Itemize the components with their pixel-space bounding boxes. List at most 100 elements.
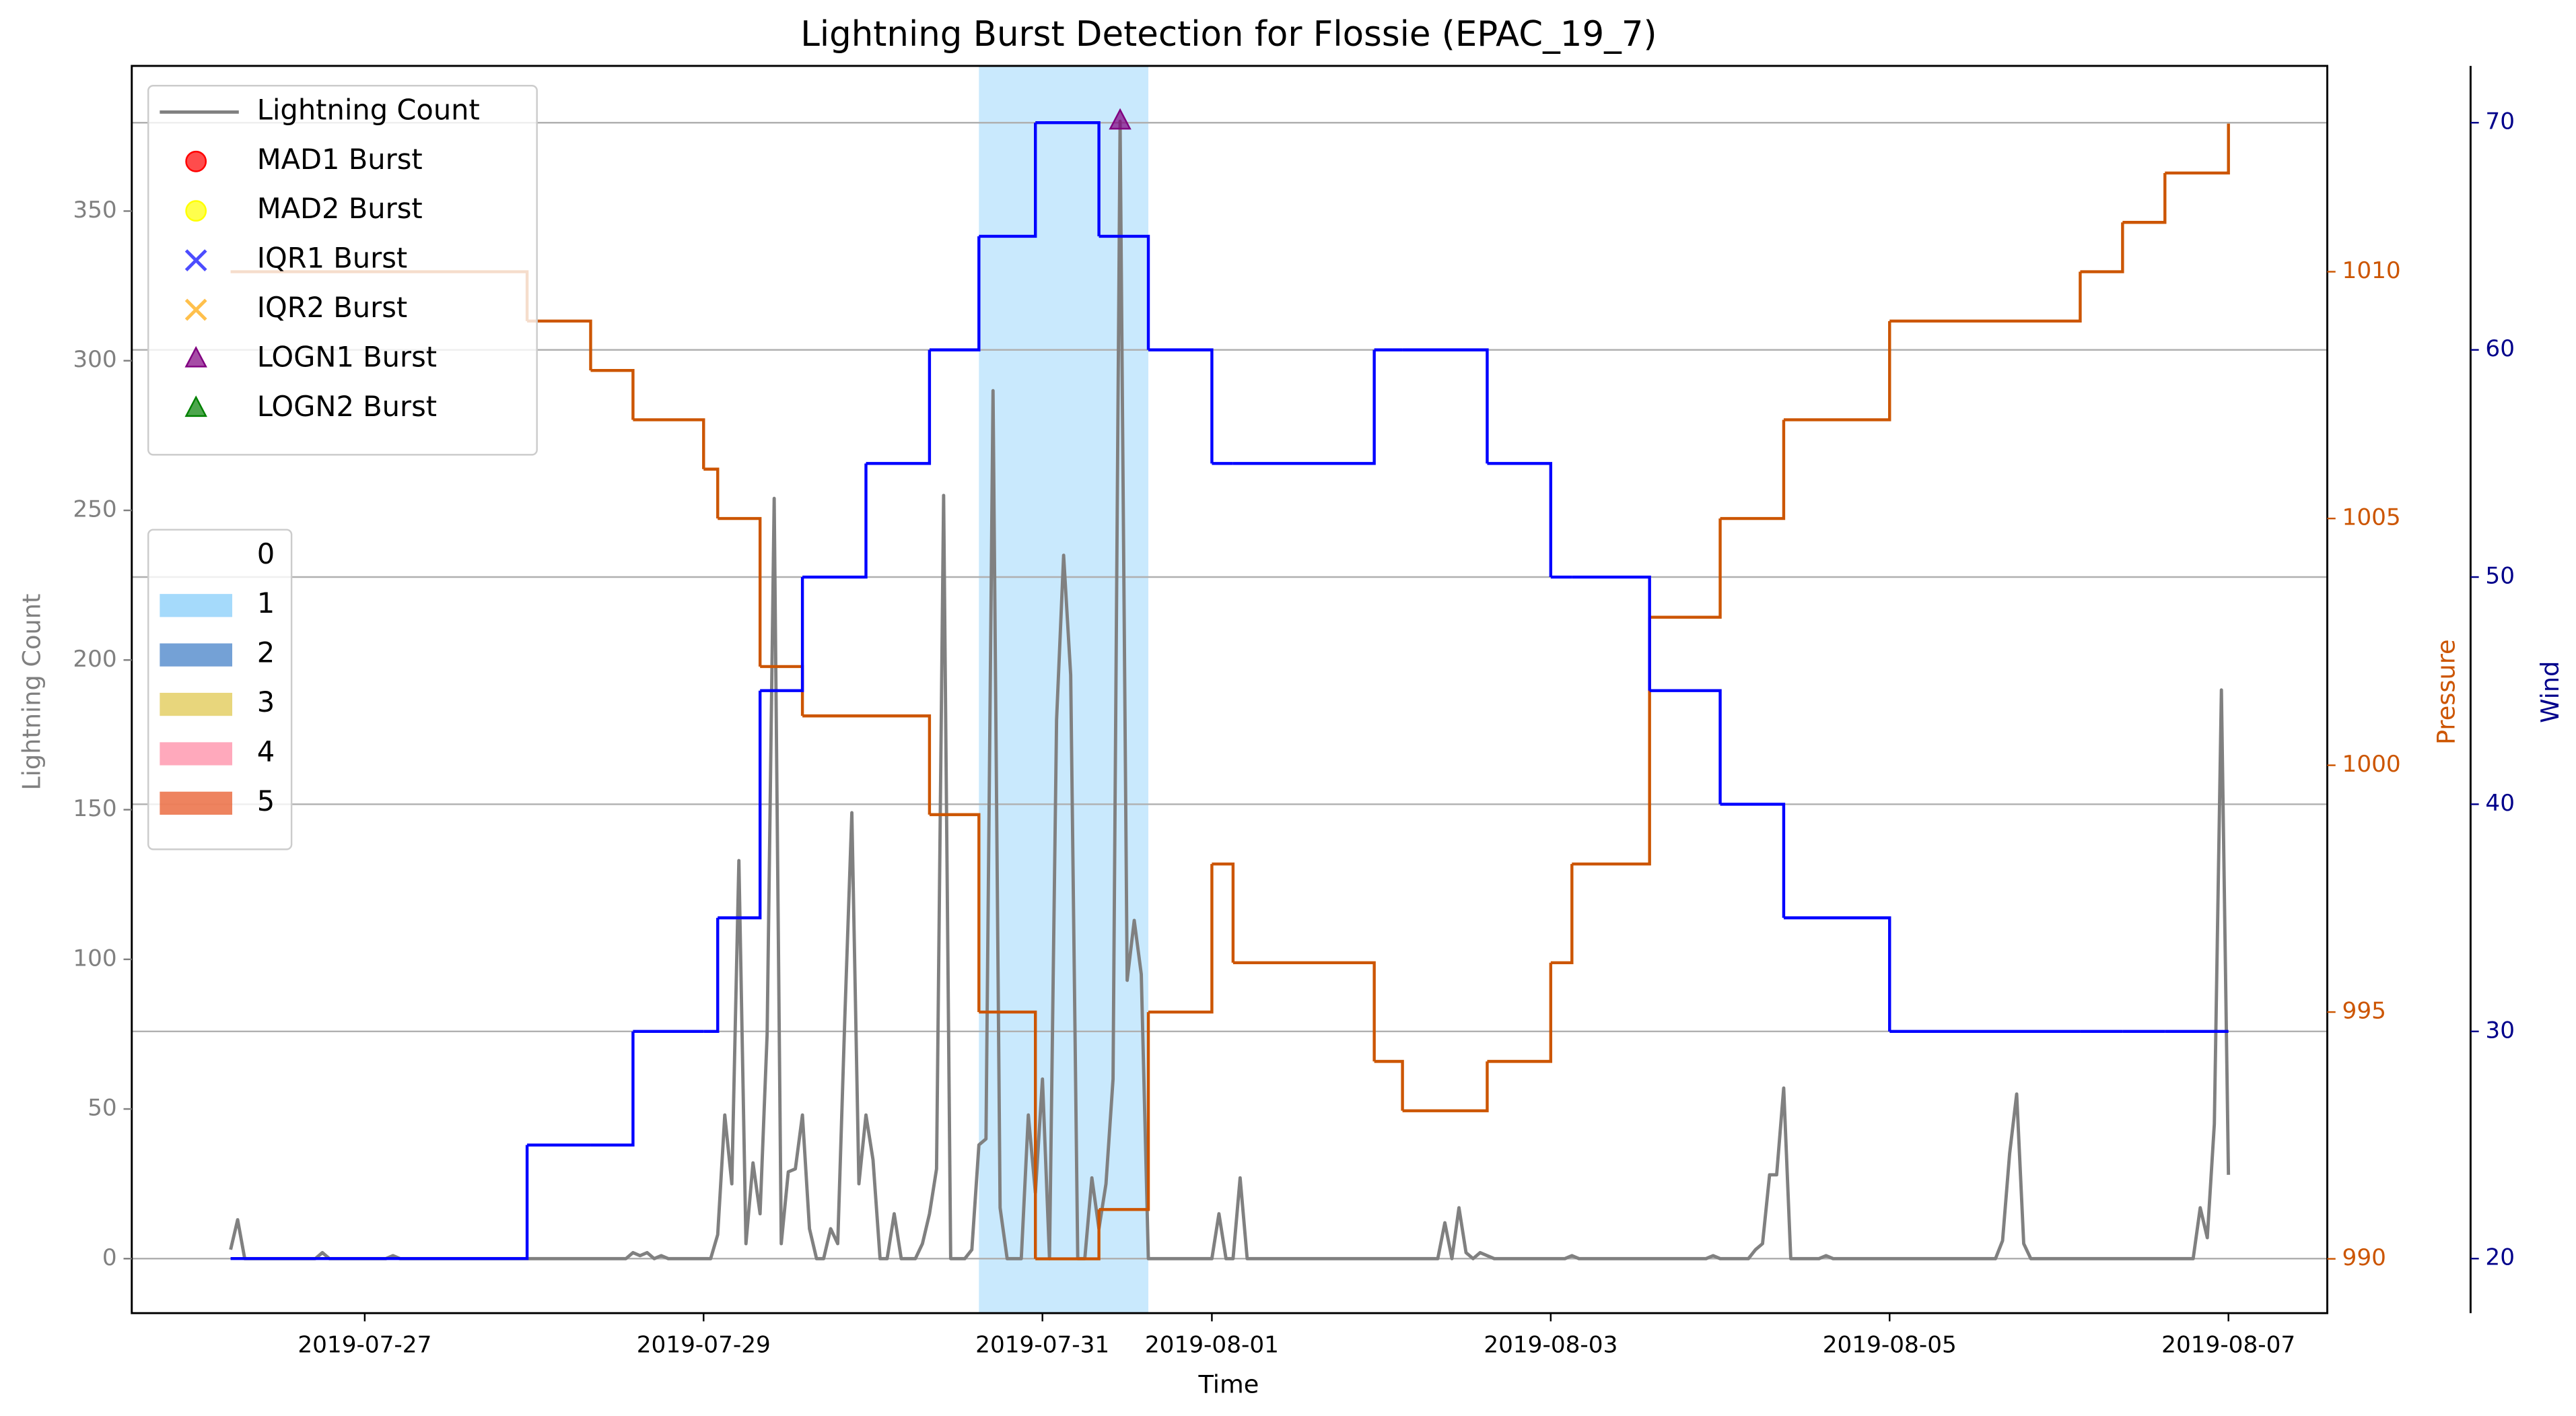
wind-step [1783,916,1891,1032]
legend-patch [160,791,233,815]
pressure-step [1550,864,1574,964]
x-axis-label: Time [1198,1370,1259,1398]
pressure-step [929,813,981,1013]
legend-label: Lightning Count [257,93,480,126]
plot-frame [131,65,2328,1314]
legend-marker [184,249,207,272]
pressure-step [2080,222,2124,273]
wind-step [1649,689,1722,805]
legend-patch [160,594,233,617]
pressure-step [1148,864,1214,1014]
wind-step [929,236,981,351]
y2-tick-label: 990 [2342,1244,2386,1271]
wind-step [1232,349,1376,465]
pressure-step [1720,419,1786,520]
pressure-step [590,368,635,420]
legend-label: IQR2 Burst [257,291,407,324]
wind-step [718,690,762,920]
wind-step [1035,121,1101,236]
legend-marker [184,298,207,321]
y3-tick-label: 60 [2485,335,2515,362]
legend-label: 1 [257,586,275,619]
y-tick-label: 350 [73,197,116,224]
pressure-step [1572,617,1651,866]
y3-tick-label: 50 [2485,563,2515,590]
shaded-span [979,65,1149,1314]
y3-tick-label: 20 [2485,1244,2515,1271]
pressure-step [703,467,720,519]
x-tick-label: 2019-08-01 [1145,1332,1279,1359]
pressure-step [1487,962,1553,1063]
legend-marker [185,150,207,172]
pressure-step [718,516,762,667]
legend-patch [160,742,233,766]
y2-tick-label: 1010 [2342,257,2401,284]
y-tick-label: 100 [73,945,116,972]
legend-label: 4 [257,735,275,768]
pressure-step [979,1010,1037,1259]
x-tick-label: 2019-08-03 [1484,1332,1617,1359]
y-tick-label: 250 [73,496,116,522]
y-axis-label: Lightning Count [17,594,46,790]
burst-marker [1109,108,1132,130]
legend-marker [185,200,207,222]
y-tick-label: 50 [88,1095,117,1122]
wind-step [1099,234,1150,350]
legend-label: 0 [257,537,275,570]
legend-label: LOGN1 Burst [257,340,437,373]
wind-step [590,1031,635,1147]
y2-tick-label: 1000 [2342,751,2401,778]
pressure-step [1402,1061,1489,1112]
pressure-step [1035,1209,1101,1260]
legend-marker [184,345,207,368]
pressure-step [527,319,592,371]
x-tick-label: 2019-07-31 [975,1332,1109,1359]
wind-step [802,463,868,579]
pressure-step [633,418,705,469]
legend-label: 3 [257,685,275,718]
wind-step [760,577,804,692]
pressure-step [1889,271,2082,323]
y3-tick-label: 40 [2485,790,2515,817]
x-tick-label: 2019-07-27 [298,1332,431,1359]
y-tick-label: 200 [73,646,116,673]
pressure-step [1374,1060,1404,1111]
wind-step [1572,575,1651,691]
pressure-step [1649,518,1722,619]
y2-tick-label: 1005 [2342,504,2401,531]
wind-step [1720,803,1786,918]
y3-tick-label: 30 [2485,1017,2515,1044]
pressure-step [2165,123,2230,175]
legend-patch [160,692,233,716]
chart-title: Lightning Burst Detection for Flossie (E… [800,14,1657,55]
wind-step [979,123,1037,238]
legend-patch [160,643,233,667]
legend-label: 2 [257,636,275,669]
legend-marker [184,395,207,417]
wind-step [1487,462,1553,578]
legend-label: MAD2 Burst [257,192,423,225]
wind-step [1402,348,1489,464]
pressure-step [866,714,932,815]
legend-label: IQR1 Burst [257,242,407,275]
y2-tick-label: 995 [2342,998,2386,1025]
legend-label: LOGN2 Burst [257,390,437,423]
wind-step [703,918,720,1034]
x-tick-label: 2019-08-07 [2161,1332,2295,1359]
legend-box [147,85,538,456]
y3-axis-label: Wind [2536,661,2565,723]
wind-step [866,349,932,465]
wind-step [1148,348,1214,464]
y-tick-label: 150 [73,795,116,822]
pressure-step [1099,1012,1150,1211]
pressure-step [1212,862,1235,963]
wind-step [230,1145,529,1260]
y-tick-label: 0 [102,1244,117,1271]
y2-axis-label: Pressure [2432,639,2461,745]
pressure-step [1232,961,1376,1062]
pressure-step [1783,321,1891,422]
x-tick-label: 2019-07-29 [637,1332,771,1359]
legend-label: MAD1 Burst [257,143,423,176]
y3-tick-label: 70 [2485,108,2515,135]
